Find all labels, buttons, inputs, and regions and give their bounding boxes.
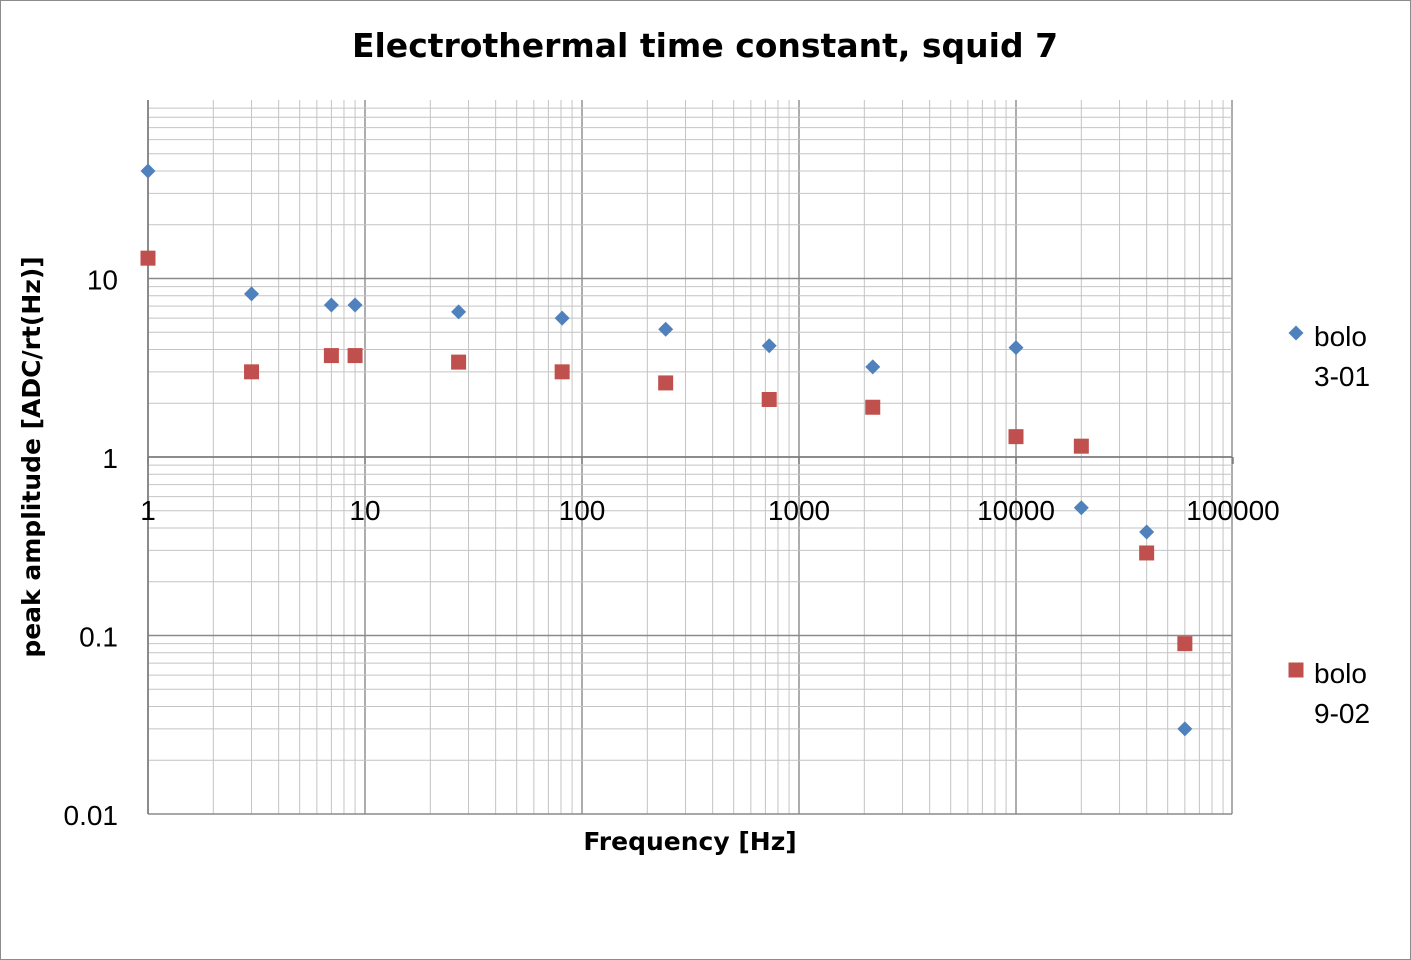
legend-label: 3-01 [1314, 361, 1370, 392]
chart-title: Electrothermal time constant, squid 7 [352, 26, 1058, 65]
data-point-square [1073, 438, 1089, 454]
data-point-square [1177, 636, 1193, 652]
axes [147, 100, 1234, 814]
legend-label: bolo [1314, 321, 1367, 352]
data-point-diamond [1073, 500, 1089, 516]
data-point-diamond [323, 297, 339, 313]
data-point-square [323, 348, 339, 364]
x-tick-label: 1000 [768, 495, 830, 526]
legend-marker [1288, 662, 1304, 678]
series-1 [140, 250, 1193, 652]
x-tick-label: 100000 [1186, 495, 1279, 526]
legend-marker [1288, 325, 1304, 341]
x-tick-label: 1 [140, 495, 156, 526]
data-point-square [140, 250, 156, 266]
data-point-square [658, 375, 674, 391]
legend-label: bolo [1314, 658, 1367, 689]
y-tick-label: 0.1 [79, 622, 118, 653]
legend-label: 9-02 [1314, 698, 1370, 729]
data-point-diamond [1139, 524, 1155, 540]
data-points [140, 163, 1193, 737]
x-tick-label: 10 [349, 495, 380, 526]
y-tick-label: 10 [87, 265, 118, 296]
x-tick-label: 100 [559, 495, 606, 526]
data-point-square [347, 348, 363, 364]
data-point-diamond [451, 304, 467, 320]
data-point-diamond [761, 338, 777, 354]
data-point-square [865, 399, 881, 415]
y-tick-label: 1 [102, 443, 118, 474]
data-point-diamond [1177, 721, 1193, 737]
data-point-square [554, 364, 570, 380]
data-point-diamond [347, 297, 363, 313]
data-point-diamond [140, 163, 156, 179]
data-point-square [1008, 429, 1024, 445]
y-tick-label: 0.01 [64, 800, 119, 831]
data-point-square [244, 364, 260, 380]
data-point-diamond [1008, 340, 1024, 356]
data-point-diamond [658, 321, 674, 337]
data-point-diamond [244, 286, 260, 302]
x-axis-title: Frequency [Hz] [583, 827, 796, 856]
y-axis-title: peak amplitude [ADC/rt(Hz)] [17, 256, 46, 657]
data-point-square [761, 391, 777, 407]
series-0 [140, 163, 1193, 737]
x-tick-labels: 1 10 100 1000 10000 100000 [140, 495, 1280, 526]
legend: bolo 3-01 bolo 9-02 [1288, 321, 1370, 729]
data-point-square [451, 354, 467, 370]
data-point-square [1139, 545, 1155, 561]
data-point-diamond [865, 359, 881, 375]
x-tick-label: 10000 [977, 495, 1055, 526]
y-tick-labels: 10 1 0.1 0.01 [64, 265, 119, 832]
data-point-diamond [554, 310, 570, 326]
